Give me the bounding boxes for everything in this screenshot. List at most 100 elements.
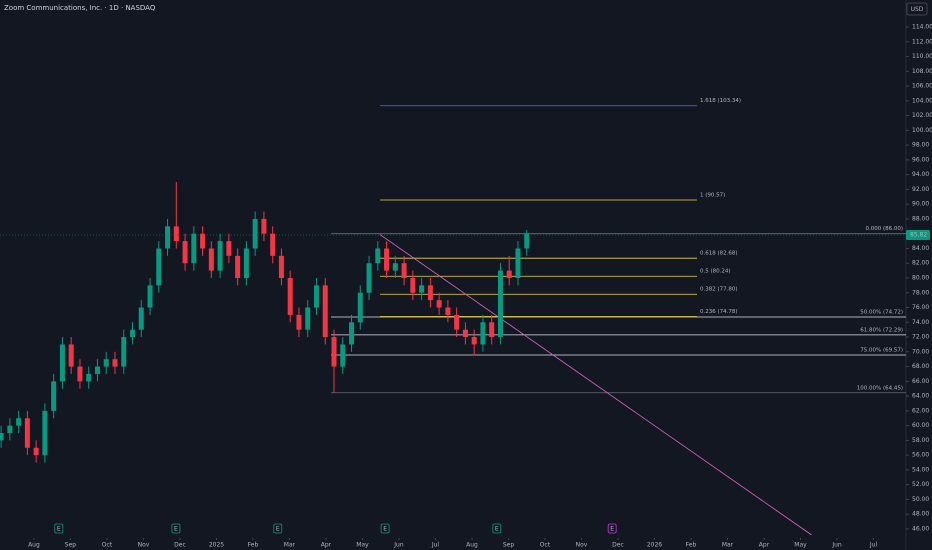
event-marker bbox=[492, 523, 502, 534]
candle-body bbox=[427, 285, 433, 301]
x-tick-label: Mar bbox=[722, 542, 734, 549]
candle-body bbox=[68, 344, 74, 367]
fib-label: 100.00% (64.45) bbox=[857, 385, 903, 391]
candle-body bbox=[287, 277, 293, 315]
currency-label[interactable]: USD bbox=[911, 6, 924, 13]
candle-body bbox=[103, 359, 109, 367]
candle-body bbox=[401, 263, 407, 278]
candle-body bbox=[524, 233, 530, 249]
fib-label: 0.236 (74.78) bbox=[700, 309, 738, 315]
x-tick-label: Dec bbox=[174, 542, 186, 549]
y-tick-label: 68.00 bbox=[912, 363, 929, 370]
candle-body bbox=[454, 314, 460, 330]
last-price-label: 85.82 bbox=[910, 232, 927, 239]
candle-body bbox=[86, 373, 92, 382]
x-tick-label: May bbox=[794, 542, 807, 549]
candle-body bbox=[200, 233, 206, 249]
y-tick-label: 98.00 bbox=[912, 142, 929, 149]
candle-body bbox=[278, 255, 284, 278]
candle-body bbox=[24, 418, 30, 448]
y-tick-label: 66.00 bbox=[912, 378, 929, 385]
x-tick-label: Sep bbox=[503, 542, 515, 549]
event-marker bbox=[54, 523, 64, 534]
candle-body bbox=[59, 344, 65, 382]
x-tick-label: Sep bbox=[65, 542, 77, 549]
candle-body bbox=[77, 366, 83, 382]
fib-label: 0.000 (86.00) bbox=[865, 226, 903, 232]
candle-body bbox=[42, 410, 48, 456]
candle-body bbox=[471, 337, 477, 345]
candle-body bbox=[261, 218, 267, 234]
y-tick-label: 104.00 bbox=[912, 97, 932, 104]
x-tick-label: Apr bbox=[759, 542, 770, 549]
x-tick-label: Nov bbox=[138, 542, 150, 549]
x-tick-label: Feb bbox=[686, 542, 697, 549]
y-tick-label: 92.00 bbox=[912, 186, 929, 193]
candle-body bbox=[436, 300, 442, 308]
candle-body bbox=[130, 329, 136, 338]
candle-body bbox=[0, 433, 4, 441]
event-label: E bbox=[383, 526, 387, 533]
x-tick-label: Jul bbox=[869, 542, 878, 549]
candle-body bbox=[497, 270, 503, 338]
candle-body bbox=[313, 285, 319, 308]
y-tick-label: 114.00 bbox=[912, 24, 932, 31]
x-tick-label: Apr bbox=[321, 542, 332, 549]
candle-body bbox=[33, 447, 39, 456]
candle-body bbox=[410, 277, 416, 293]
y-tick-label: 60.00 bbox=[912, 422, 929, 429]
fib-label: 0.5 (80.24) bbox=[700, 269, 731, 275]
y-tick-label: 100.00 bbox=[912, 127, 932, 134]
event-marker bbox=[607, 523, 617, 534]
candle-body bbox=[165, 226, 171, 249]
event-label: E bbox=[174, 526, 178, 533]
candle-body bbox=[147, 285, 153, 308]
y-tick-label: 62.00 bbox=[912, 407, 929, 414]
x-tick-label: 2025 bbox=[209, 542, 224, 549]
candle-body bbox=[252, 218, 258, 249]
x-tick-label: Aug bbox=[28, 542, 40, 549]
candle-body bbox=[462, 329, 468, 338]
candle-body bbox=[366, 263, 372, 293]
candle-body bbox=[322, 285, 328, 338]
candle-body bbox=[445, 307, 451, 315]
x-tick-label: Jul bbox=[431, 542, 440, 549]
y-tick-label: 82.00 bbox=[912, 260, 929, 267]
candle-body bbox=[51, 381, 57, 411]
x-tick-label: Feb bbox=[248, 542, 259, 549]
y-tick-label: 50.00 bbox=[912, 496, 929, 503]
y-tick-label: 88.00 bbox=[912, 215, 929, 222]
y-tick-label: 112.00 bbox=[912, 38, 932, 45]
last-price-tag bbox=[906, 230, 930, 241]
event-marker bbox=[380, 523, 390, 534]
candle-body bbox=[506, 270, 512, 278]
y-tick-label: 48.00 bbox=[912, 511, 929, 518]
x-tick-label: May bbox=[356, 542, 369, 549]
y-tick-label: 64.00 bbox=[912, 393, 929, 400]
candle-body bbox=[191, 233, 197, 264]
event-label: E bbox=[610, 526, 614, 533]
candle-body bbox=[349, 322, 355, 345]
fib-label: 50.00% (74.72) bbox=[860, 309, 903, 315]
candle-body bbox=[331, 337, 337, 367]
x-tick-label: Jun bbox=[831, 542, 842, 549]
y-tick-label: 94.00 bbox=[912, 171, 929, 178]
candle-body bbox=[217, 241, 223, 271]
y-tick-label: 90.00 bbox=[912, 201, 929, 208]
x-tick-label: Nov bbox=[576, 542, 588, 549]
y-tick-label: 80.00 bbox=[912, 274, 929, 281]
candle-body bbox=[340, 344, 346, 367]
candle-body bbox=[515, 248, 521, 278]
y-tick-label: 52.00 bbox=[912, 481, 929, 488]
candle-body bbox=[296, 314, 302, 330]
candle-body bbox=[7, 425, 13, 434]
y-tick-label: 54.00 bbox=[912, 466, 929, 473]
candle-body bbox=[156, 248, 162, 286]
currency-button[interactable] bbox=[906, 2, 928, 16]
x-tick-label: Dec bbox=[612, 542, 624, 549]
fib-label: 61.80% (72.29) bbox=[860, 327, 903, 333]
x-tick-label: Mar bbox=[284, 542, 296, 549]
